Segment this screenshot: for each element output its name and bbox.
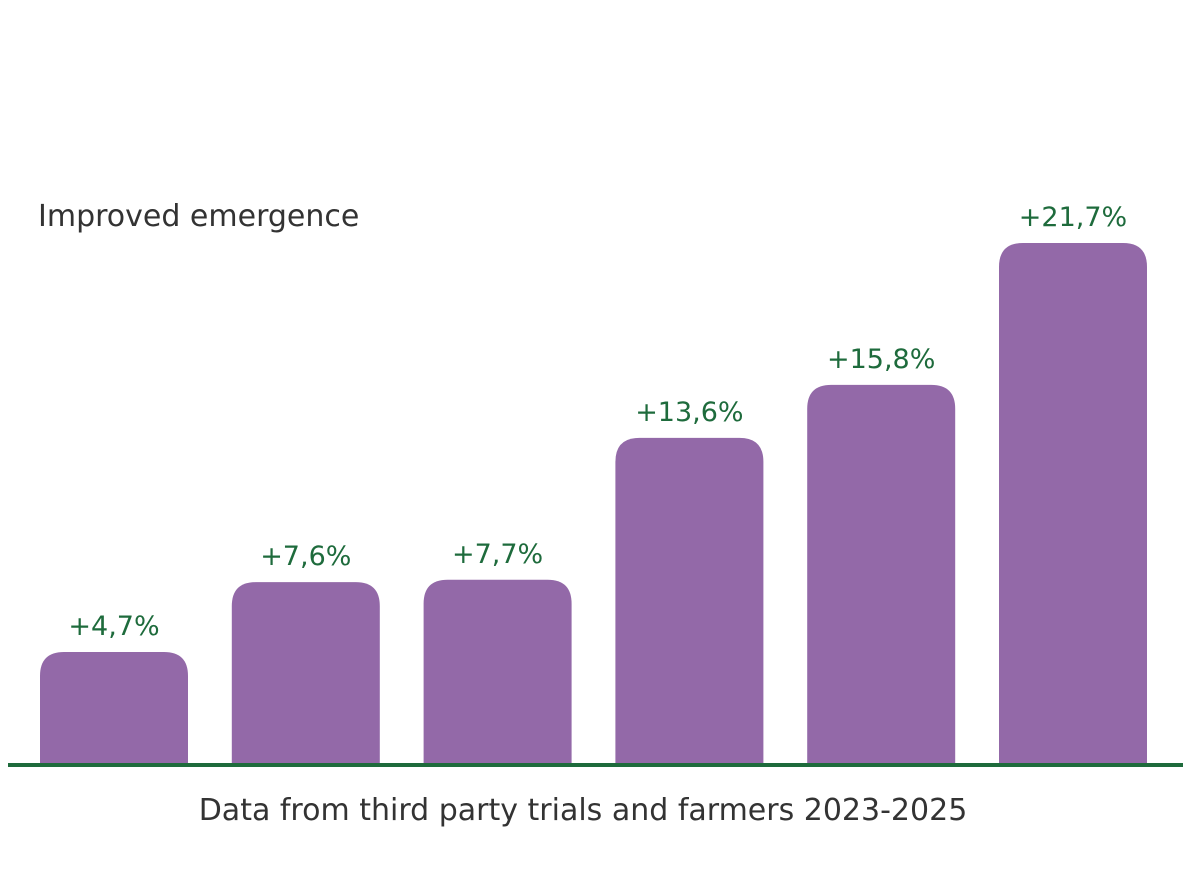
bar-5 xyxy=(807,384,956,765)
chart-caption: Data from third party trials and farmers… xyxy=(199,793,968,828)
data-label-4: +13,6% xyxy=(635,397,743,428)
bar-4 xyxy=(615,437,764,765)
data-label-3: +7,7% xyxy=(452,539,543,570)
data-labels-group: +4,7% +7,6% +7,7% +13,6% +15,8% +21,7% xyxy=(68,202,1127,642)
bar-3 xyxy=(423,579,572,765)
bars-group xyxy=(40,243,1147,765)
data-label-1: +4,7% xyxy=(68,611,159,642)
bar-6 xyxy=(999,243,1147,765)
chart-title: Improved emergence xyxy=(38,199,359,234)
data-label-2: +7,6% xyxy=(260,541,351,572)
bar-1 xyxy=(40,651,188,765)
data-label-5: +15,8% xyxy=(827,344,935,375)
data-label-6: +21,7% xyxy=(1019,202,1127,233)
bar-2 xyxy=(231,582,380,765)
